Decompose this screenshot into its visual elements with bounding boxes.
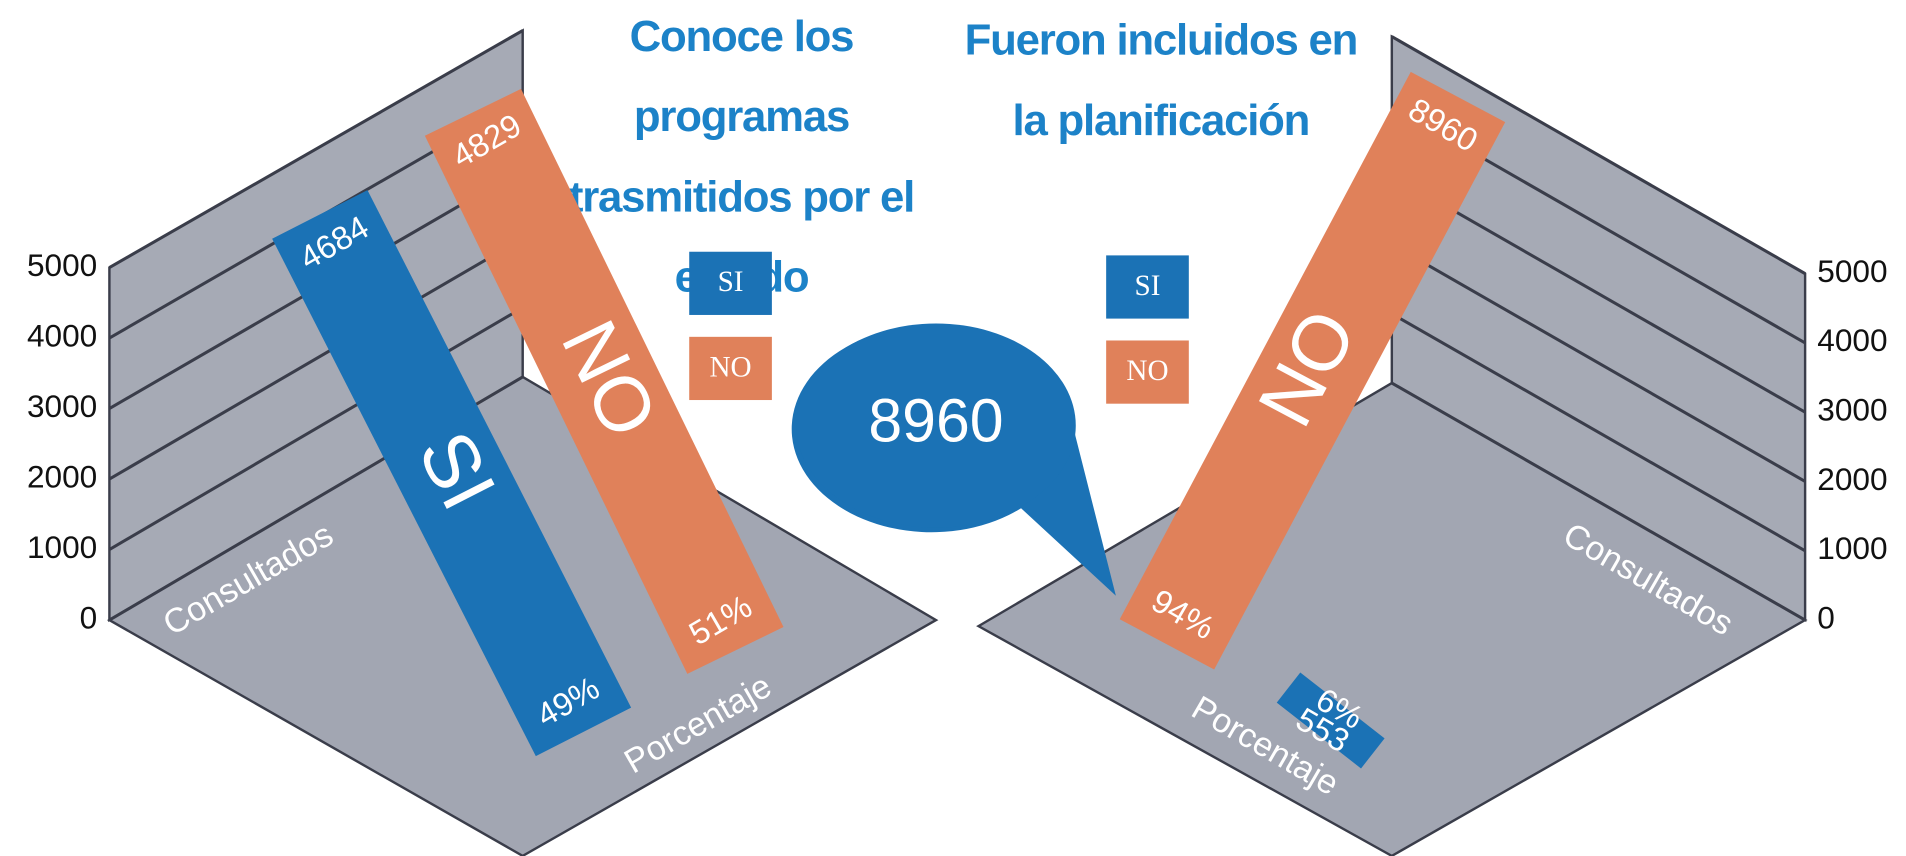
bar [424,88,784,674]
y-tick-label: 1000 [1817,530,1887,566]
title-line: programas [634,92,849,141]
chart-title: Fueron incluidos en la planificación [965,15,1358,144]
bar [272,190,632,757]
title-line: Conoce los [630,12,854,61]
legend-swatch [1106,340,1189,404]
y-tick-label: 3000 [27,388,97,424]
grid-line [108,29,524,269]
y-tick-label: 3000 [1817,392,1887,428]
y-tick-label: 1000 [27,529,97,565]
legend-swatch [689,251,772,315]
grid-line [108,237,524,481]
title-line: trasmitidos por el [569,172,914,221]
grid-line [1391,243,1806,483]
y-tick-label: 0 [1817,599,1835,635]
y-tick-label: 5000 [1817,253,1887,289]
legend-swatch [689,336,772,401]
legend-label: SI [1135,270,1161,302]
legend-label: SI [718,266,744,298]
title-line: Fueron incluidos en [965,15,1358,64]
legend-label: NO [709,351,751,383]
y-tick-label: 0 [80,599,98,635]
callout-text: 8960 [868,387,1003,455]
y-tick-label: 4000 [1817,322,1887,358]
grid-line [1391,35,1806,275]
grid-line [1391,173,1806,414]
legend-swatch [1106,255,1189,319]
grid-line [1391,381,1806,622]
y-tick-label: 5000 [27,247,97,283]
title-line: la planificación [1013,95,1310,144]
y-tick-label: 4000 [27,317,97,353]
y-tick-label: 2000 [1817,461,1887,497]
grid-line [108,306,524,551]
bar [1276,672,1385,769]
y-tick-label: 2000 [27,458,97,494]
bar [1119,71,1506,670]
callout-bubble [796,323,1076,528]
legend-label: NO [1126,355,1168,387]
grid-line [1391,312,1806,553]
